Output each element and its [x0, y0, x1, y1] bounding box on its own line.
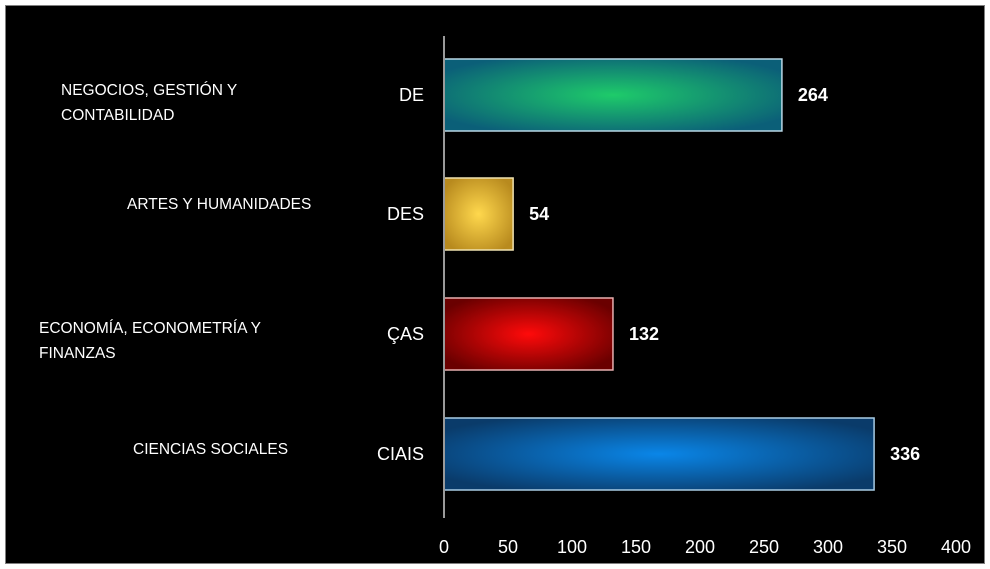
category-label-artes: ARTES Y HUMANIDADES [127, 196, 312, 213]
x-axis-ticks: 0 50 100 150 200 250 300 350 400 [439, 537, 971, 557]
axis-category-labels: DE DES ÇAS CIAIS [377, 85, 424, 464]
axis-category-label-0: DE [399, 85, 424, 105]
category-label-negocios: NEGOCIOS, GESTIÓN Y CONTABILIDAD [61, 82, 238, 124]
data-label-0: 264 [798, 85, 828, 105]
x-tick-label-50: 50 [498, 537, 518, 557]
axis-category-label-2: ÇAS [387, 324, 424, 344]
bar-chart: 264 54 132 336 DE DES ÇAS CIAIS 0 50 100 150 200 25… [377, 36, 971, 557]
data-label-2: 132 [629, 324, 659, 344]
x-tick-label-350: 350 [877, 537, 907, 557]
x-tick-label-150: 150 [621, 537, 651, 557]
category-label-economia: ECONOMÍA, ECONOMETRÍA Y FINANZAS [39, 320, 261, 362]
x-tick-label-0: 0 [439, 537, 449, 557]
axis-category-label-3: CIAIS [377, 444, 424, 464]
data-label-3: 336 [890, 444, 920, 464]
bar-0 [443, 58, 783, 132]
x-tick-label-300: 300 [813, 537, 843, 557]
bar-3 [443, 417, 875, 491]
data-label-1: 54 [529, 204, 549, 224]
bars-layer: 264 54 132 336 [443, 58, 920, 491]
x-tick-label-400: 400 [941, 537, 971, 557]
x-tick-label-100: 100 [557, 537, 587, 557]
x-tick-label-250: 250 [749, 537, 779, 557]
bar-1 [443, 177, 514, 251]
axis-category-label-1: DES [387, 204, 424, 224]
chart-frame: 264 54 132 336 DE DES ÇAS CIAIS 0 50 100 150 200 25… [5, 5, 985, 564]
x-tick-label-200: 200 [685, 537, 715, 557]
bar-2 [443, 297, 614, 371]
category-label-ciencias: CIENCIAS SOCIALES [133, 441, 289, 458]
